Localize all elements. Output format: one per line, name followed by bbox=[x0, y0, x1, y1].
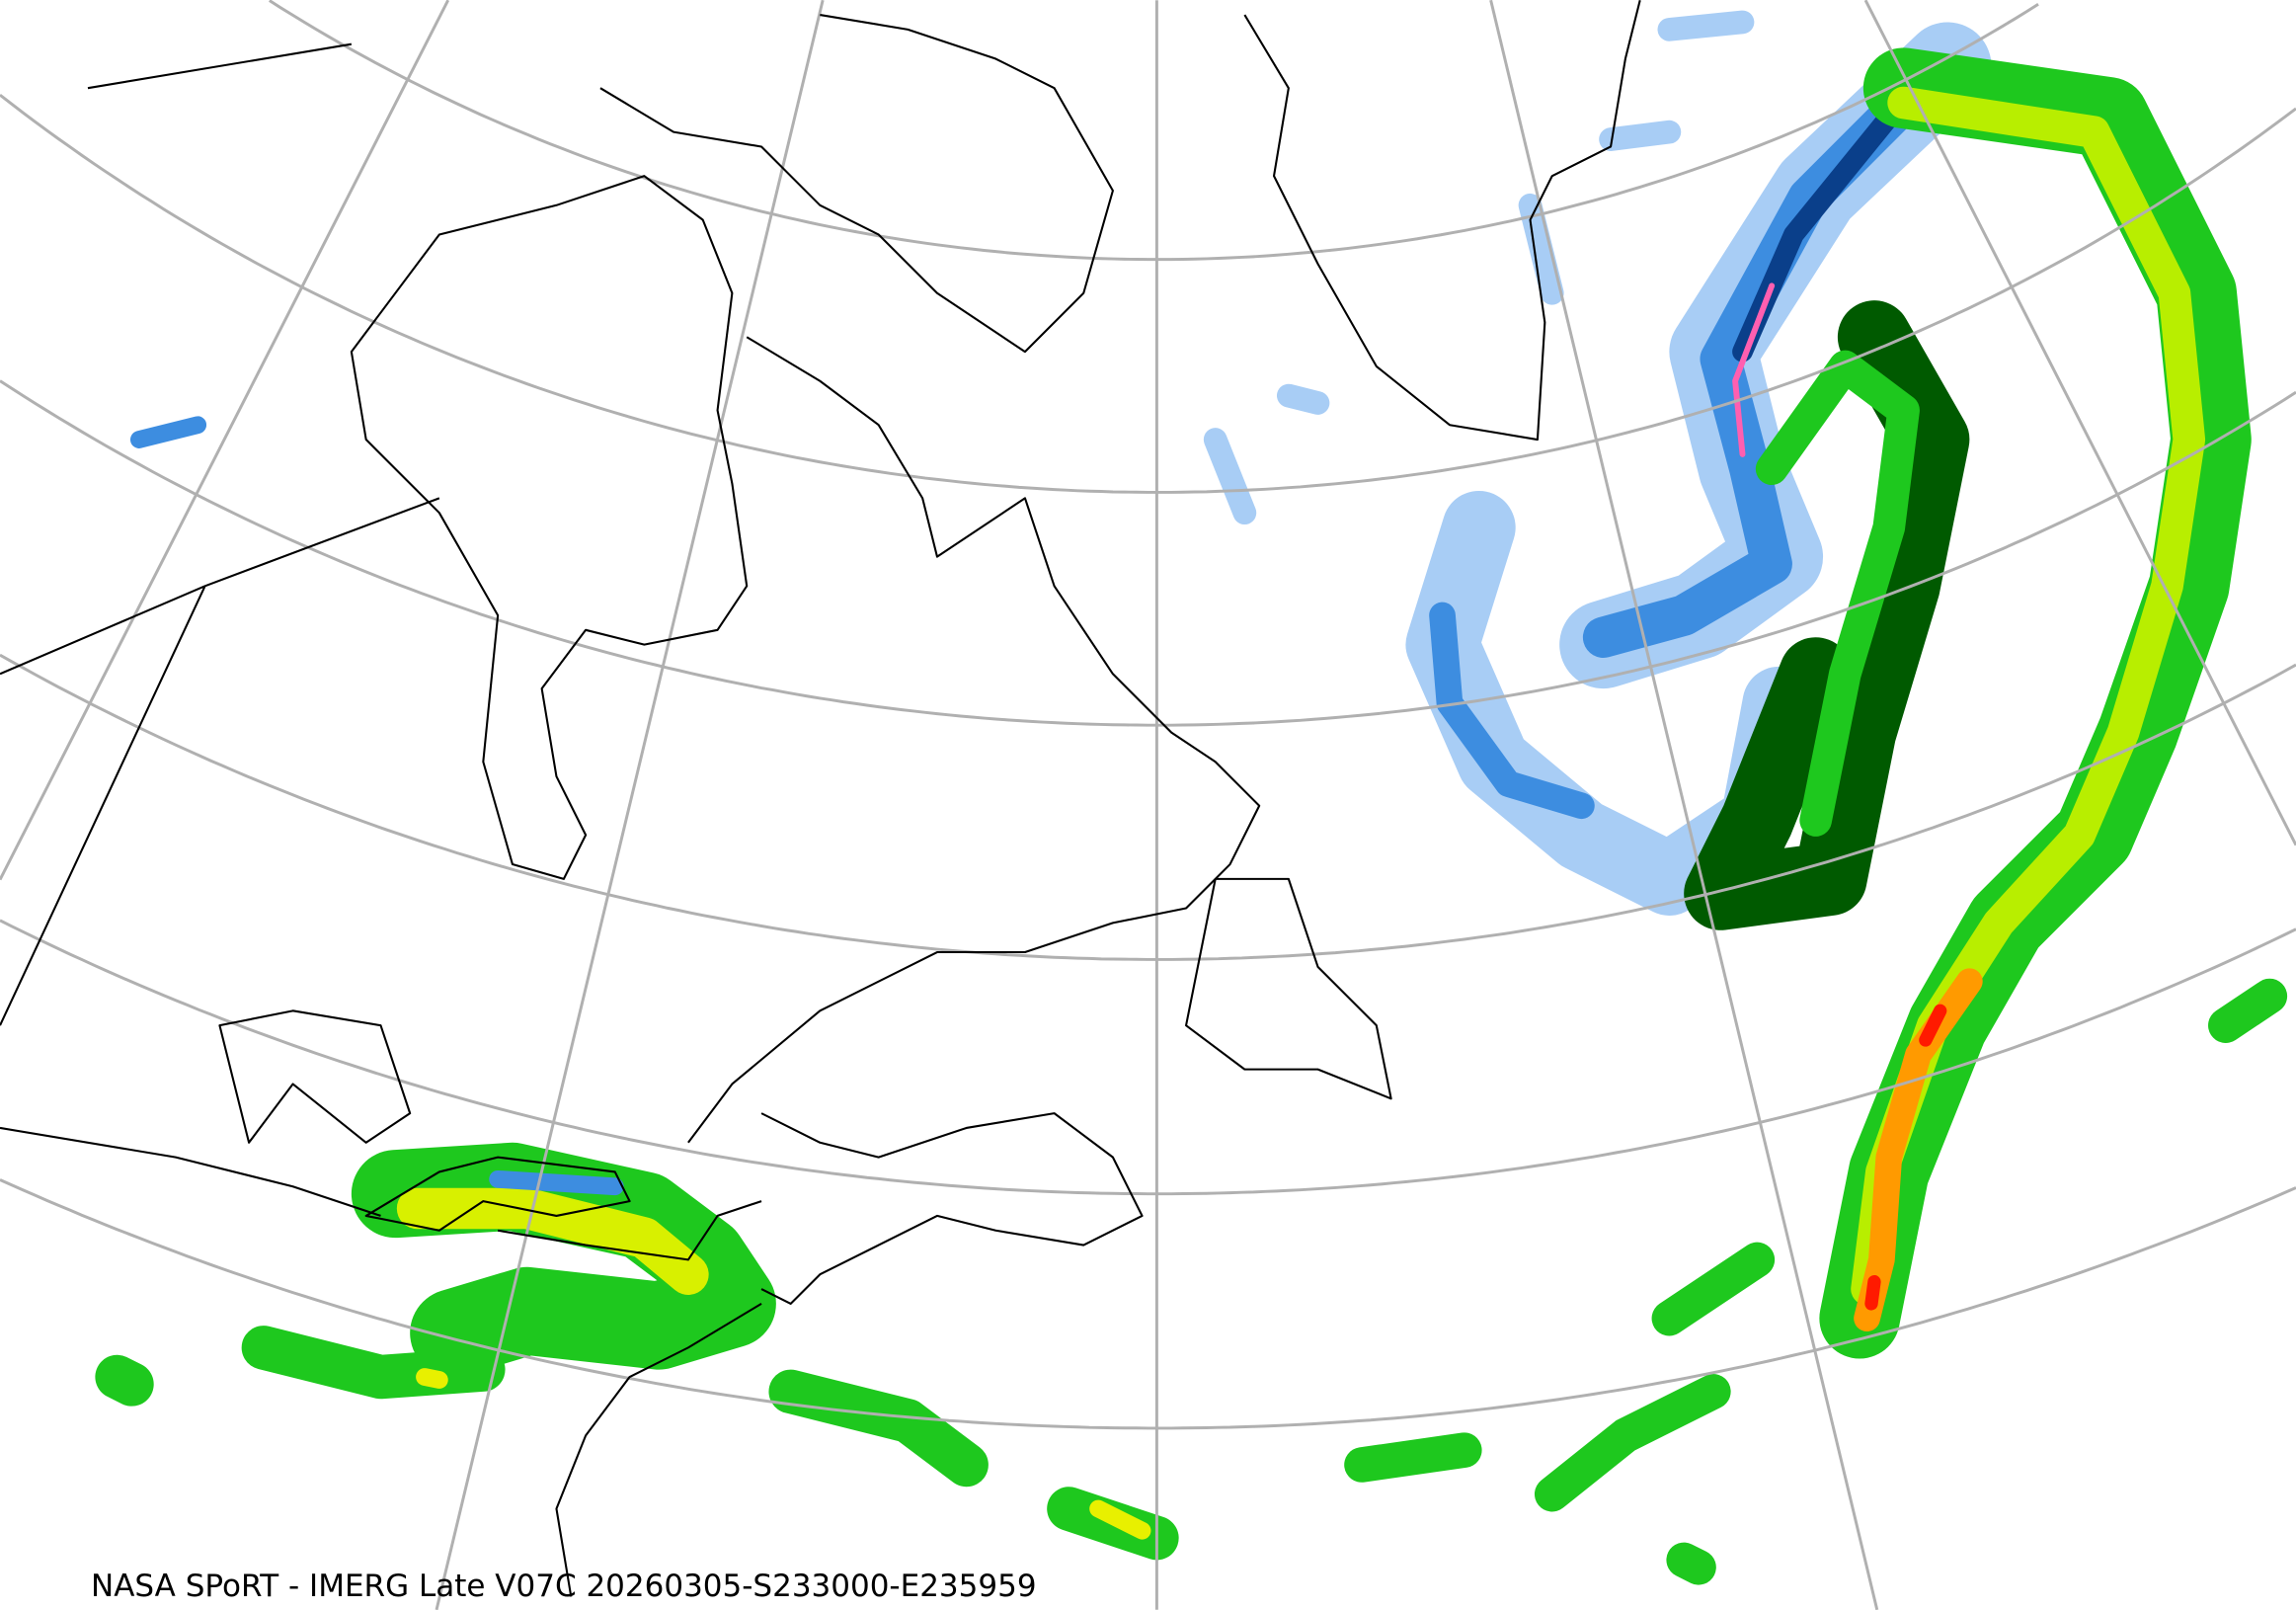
coast-baffin bbox=[599, 14, 1114, 354]
precip-dark-green-band bbox=[1684, 300, 1970, 930]
coast-newfoundland bbox=[1185, 877, 1392, 1100]
coastlines bbox=[0, 0, 1641, 1597]
coast-great-lakes bbox=[218, 1009, 631, 1232]
caption: NASA SPoRT - IMERG Late V07C 20260305-S2… bbox=[91, 1569, 1037, 1604]
precip-blue-arc bbox=[1429, 602, 1595, 820]
latitude-line bbox=[0, 653, 2296, 961]
precip-scattered-atlantic bbox=[1344, 978, 2288, 1585]
precipitation-layer bbox=[95, 10, 2288, 1585]
coast-maritimes bbox=[760, 1112, 1144, 1305]
precip-light-blue-greenland bbox=[1203, 10, 1755, 525]
latitude-line bbox=[0, 93, 2296, 494]
longitude-line bbox=[1863, 0, 2296, 846]
precip-pink-core bbox=[1732, 282, 1776, 457]
longitude-line bbox=[0, 0, 450, 881]
precip-lake-ontario-blue bbox=[489, 1169, 624, 1196]
border-canada-provinces bbox=[0, 42, 440, 1026]
border-us-canada bbox=[0, 1126, 762, 1261]
latitude-line bbox=[0, 1178, 2296, 1430]
precip-blue-baffin bbox=[129, 416, 207, 448]
latitude-line bbox=[0, 919, 2296, 1196]
precip-south-band bbox=[95, 1326, 1179, 1561]
coast-us-east bbox=[555, 1302, 762, 1597]
precip-blue-band bbox=[1582, 52, 1954, 658]
latitude-line bbox=[269, 0, 2039, 262]
coast-hudson-bay bbox=[350, 175, 749, 880]
coast-labrador-quebec bbox=[687, 336, 1261, 1144]
longitude-line bbox=[1489, 0, 1879, 1610]
longitude-line bbox=[435, 0, 825, 1610]
precip-green-band-west bbox=[1755, 350, 1920, 837]
coast-greenland bbox=[1243, 0, 1641, 442]
precip-south-core bbox=[416, 1368, 1151, 1540]
precip-frontal-extreme bbox=[1864, 1004, 1947, 1311]
latitude-line bbox=[0, 379, 2296, 727]
